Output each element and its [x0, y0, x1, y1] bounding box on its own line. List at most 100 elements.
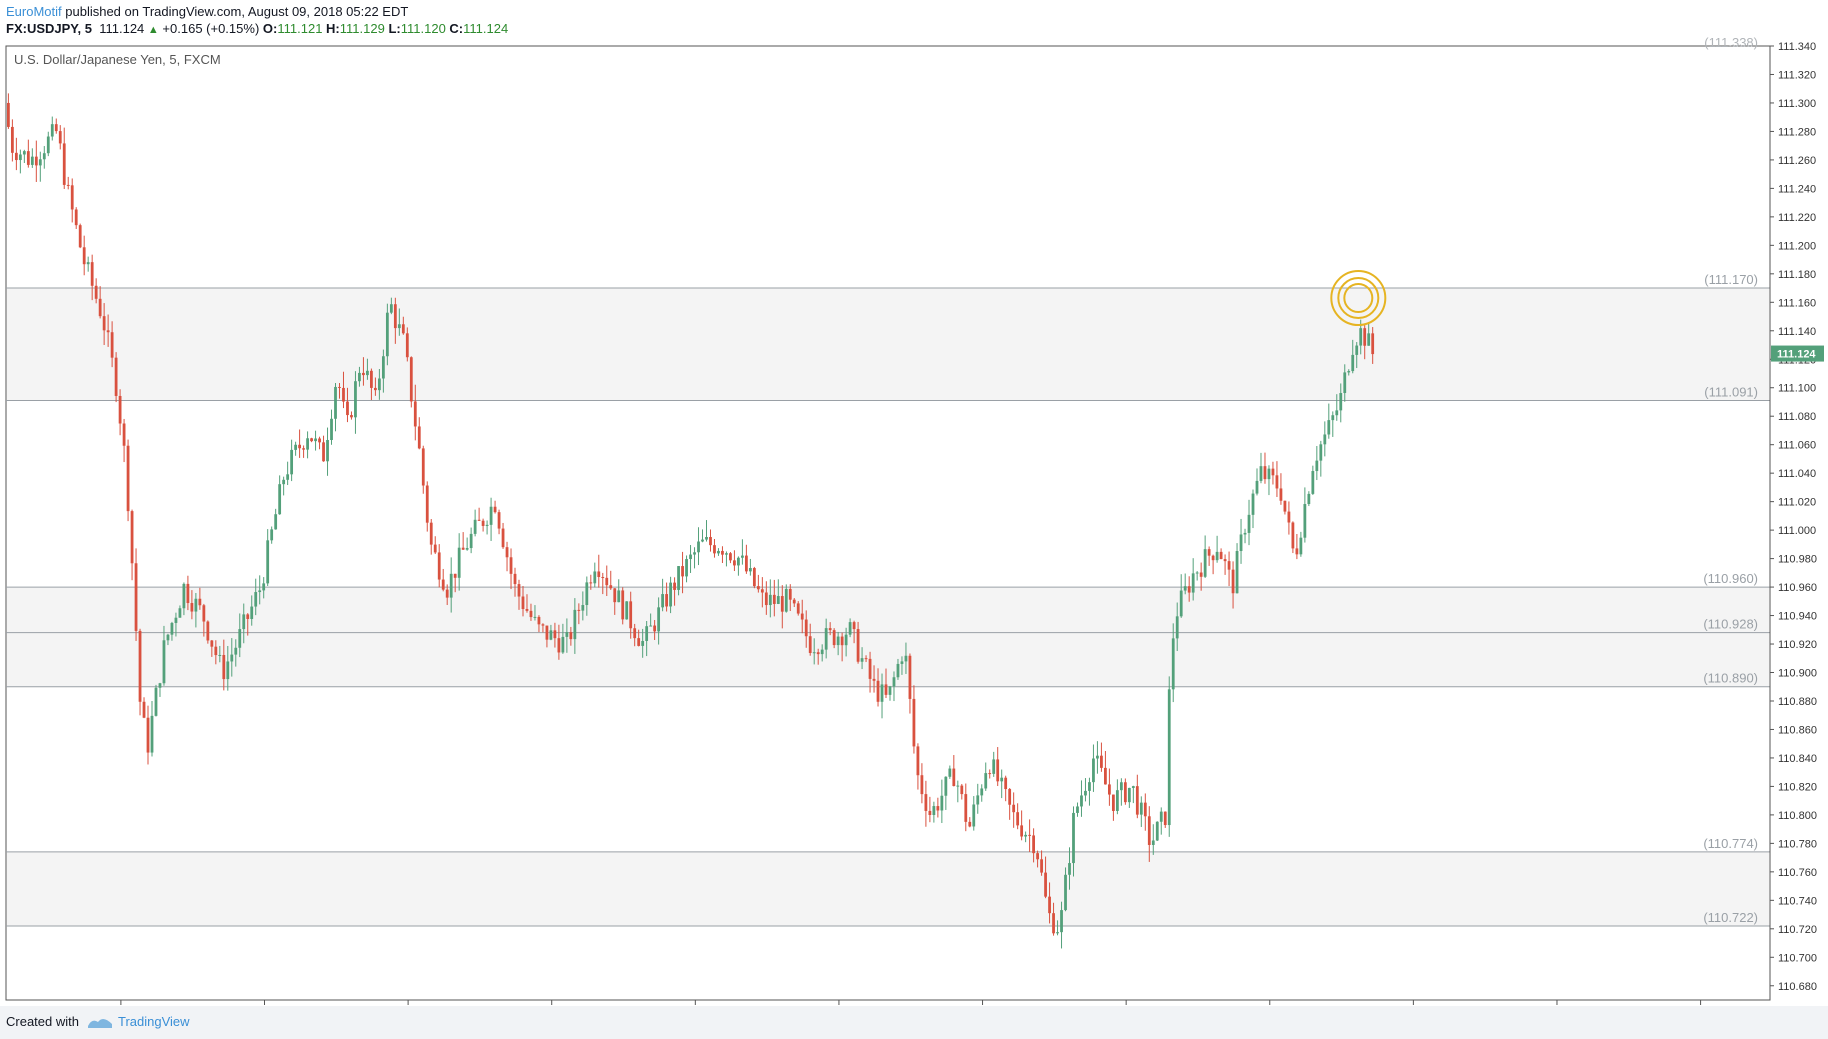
candle-body: [1008, 789, 1012, 805]
publish-info: EuroMotif published on TradingView.com, …: [6, 4, 408, 19]
candle-body: [537, 616, 541, 625]
candle-body: [1179, 590, 1183, 617]
price-axis[interactable]: 111.340 111.320 111.300 111.280 111.260 111.2…: [1769, 41, 1825, 1000]
candle-body: [768, 594, 772, 606]
candle-body: [1339, 393, 1343, 411]
candle-body: [888, 686, 892, 695]
current-price-badge: [1771, 345, 1824, 362]
zones-layer: [5, 45, 1771, 1001]
candle-body: [629, 601, 633, 629]
candle-body: [513, 573, 517, 585]
level-label: (110.890): [1703, 671, 1758, 686]
candle-body: [705, 536, 708, 540]
candle-body: [517, 584, 521, 597]
price-tick-label: 111.100: [1778, 383, 1816, 395]
price-tick-label: 110.940: [1778, 611, 1817, 623]
candle-body: [469, 533, 473, 549]
candle-body: [944, 776, 948, 796]
candle-body: [445, 589, 449, 598]
candle-body: [553, 630, 557, 639]
time-axis[interactable]: 03:0006:0009:0012:0015:0018:0021:00903:0…: [107, 1000, 1714, 1006]
candle-body: [106, 330, 110, 333]
candle-body: [1080, 795, 1083, 807]
candle-body: [900, 661, 904, 664]
candle-body: [290, 449, 294, 475]
candle-body: [776, 596, 780, 604]
zone-band: [7, 632, 1769, 687]
price-chart[interactable]: (111.170) (111.091) (110.960) (110.928) (110…: [0, 0, 1828, 1006]
candle-body: [134, 563, 138, 631]
candle-body: [42, 153, 46, 160]
candle-body: [832, 630, 836, 646]
candle-body: [545, 625, 549, 640]
candle-body: [760, 589, 764, 593]
price-tick-label: 110.860: [1778, 724, 1817, 736]
candle-body: [142, 701, 146, 718]
candle-body: [617, 590, 621, 603]
price-tick-label: 111.300: [1778, 98, 1816, 110]
tradingview-link[interactable]: TradingView: [118, 1014, 190, 1029]
candle-body: [354, 381, 357, 418]
candle-body: [118, 395, 122, 424]
candle-body: [501, 528, 505, 548]
candle-body: [848, 622, 852, 635]
candle-body: [1283, 500, 1287, 512]
candle-body: [417, 426, 421, 449]
candle-body: [904, 655, 908, 662]
level-label: (110.774): [1703, 836, 1758, 851]
candle-body: [812, 652, 816, 654]
candle-body: [541, 624, 545, 626]
candle-body: [274, 514, 278, 530]
candle-body: [1024, 834, 1028, 837]
candle-body: [162, 640, 166, 684]
candle-body: [1303, 504, 1307, 538]
candle-body: [1151, 840, 1155, 845]
candle-body: [34, 156, 38, 166]
candle-body: [74, 209, 78, 226]
candle-body: [1004, 777, 1008, 790]
candle-body: [322, 442, 325, 462]
candle-body: [1115, 790, 1119, 811]
candle-body: [1359, 328, 1363, 346]
candle-body: [549, 630, 553, 640]
candle-body: [1243, 532, 1247, 535]
candle-body: [1203, 549, 1207, 577]
candle-body: [1159, 811, 1163, 822]
candle-body: [1056, 932, 1059, 934]
close-label: C:: [449, 21, 464, 36]
zone-band: [7, 288, 1769, 401]
candle-body: [218, 654, 222, 656]
candle-body: [461, 547, 465, 550]
chart-header: EuroMotif published on TradingView.com, …: [0, 0, 1828, 44]
candle-body: [358, 372, 361, 382]
candle-body: [1331, 415, 1335, 421]
candle-body: [270, 529, 274, 541]
open-label: O:: [262, 21, 278, 36]
candle-body: [940, 795, 944, 811]
candle-body: [1163, 811, 1167, 826]
candle-body: [764, 592, 768, 606]
candle-body: [393, 304, 397, 329]
candle-body: [729, 553, 732, 561]
candle-body: [772, 594, 776, 604]
candle-body: [1371, 333, 1375, 355]
candle-body: [1127, 787, 1131, 803]
candle-body: [433, 544, 437, 553]
candle-body: [1267, 468, 1271, 480]
candle-body: [529, 610, 533, 618]
price-tick-label: 110.800: [1778, 810, 1817, 822]
candle-body: [286, 474, 290, 480]
publisher-link[interactable]: EuroMotif: [6, 4, 62, 19]
candle-body: [401, 324, 405, 334]
candle-body: [585, 582, 589, 606]
candle-body: [633, 628, 637, 639]
candle-body: [226, 661, 230, 680]
level-label: (110.722): [1703, 910, 1758, 925]
candle-body: [1064, 874, 1067, 911]
candle-body: [210, 640, 214, 647]
candle-body: [10, 126, 14, 153]
candle-body: [796, 603, 800, 614]
price-tick-label: 111.260: [1778, 155, 1816, 167]
candle-body: [102, 316, 106, 331]
candle-body: [1279, 488, 1283, 501]
